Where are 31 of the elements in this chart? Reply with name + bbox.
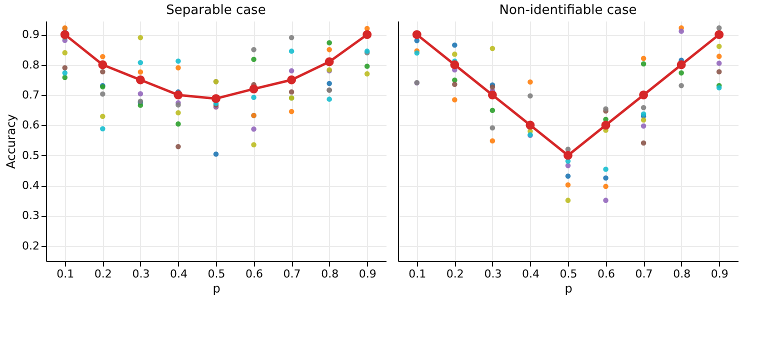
x-axis-title: p <box>564 282 572 296</box>
x-tick-label: 0.4 <box>522 268 540 280</box>
x-tick-label: 0.5 <box>208 268 226 280</box>
y-tick-label: 0.3 <box>22 209 40 222</box>
chart-title: Non-identifiable case <box>499 3 637 18</box>
x-axis-title: p <box>212 282 220 296</box>
x-tick-label: 0.6 <box>246 268 264 280</box>
x-tick-label: 0.7 <box>635 268 653 280</box>
x-tick-label: 0.5 <box>560 268 578 280</box>
y-tick-label: 0.7 <box>22 88 40 102</box>
x-tick-label: 0.9 <box>358 268 376 280</box>
y-tick-label: 0.2 <box>22 239 40 252</box>
y-axis-title: Accuracy <box>4 114 18 169</box>
x-tick-label: 0.9 <box>710 268 728 280</box>
x-tick-label: 0.8 <box>673 268 691 280</box>
y-tick-label: 0.9 <box>22 28 40 42</box>
x-tick-label: 0.4 <box>170 268 188 280</box>
x-tick-label: 0.2 <box>446 268 464 280</box>
x-tick-label: 0.3 <box>132 268 150 280</box>
y-tick-label: 0.6 <box>22 118 40 132</box>
x-tick-label: 0.2 <box>94 268 112 280</box>
x-tick-label: 0.3 <box>484 268 502 280</box>
x-tick-label: 0.6 <box>598 268 616 280</box>
x-tick-label: 0.1 <box>408 268 426 280</box>
x-tick-label: 0.7 <box>283 268 301 280</box>
x-tick-label: 0.8 <box>321 268 339 280</box>
chart-title: Separable case <box>166 3 266 18</box>
y-tick-label: 0.5 <box>22 148 40 162</box>
y-tick-label: 0.8 <box>22 58 40 72</box>
x-tick-label: 0.1 <box>56 268 74 280</box>
y-tick-label: 0.4 <box>22 179 40 192</box>
